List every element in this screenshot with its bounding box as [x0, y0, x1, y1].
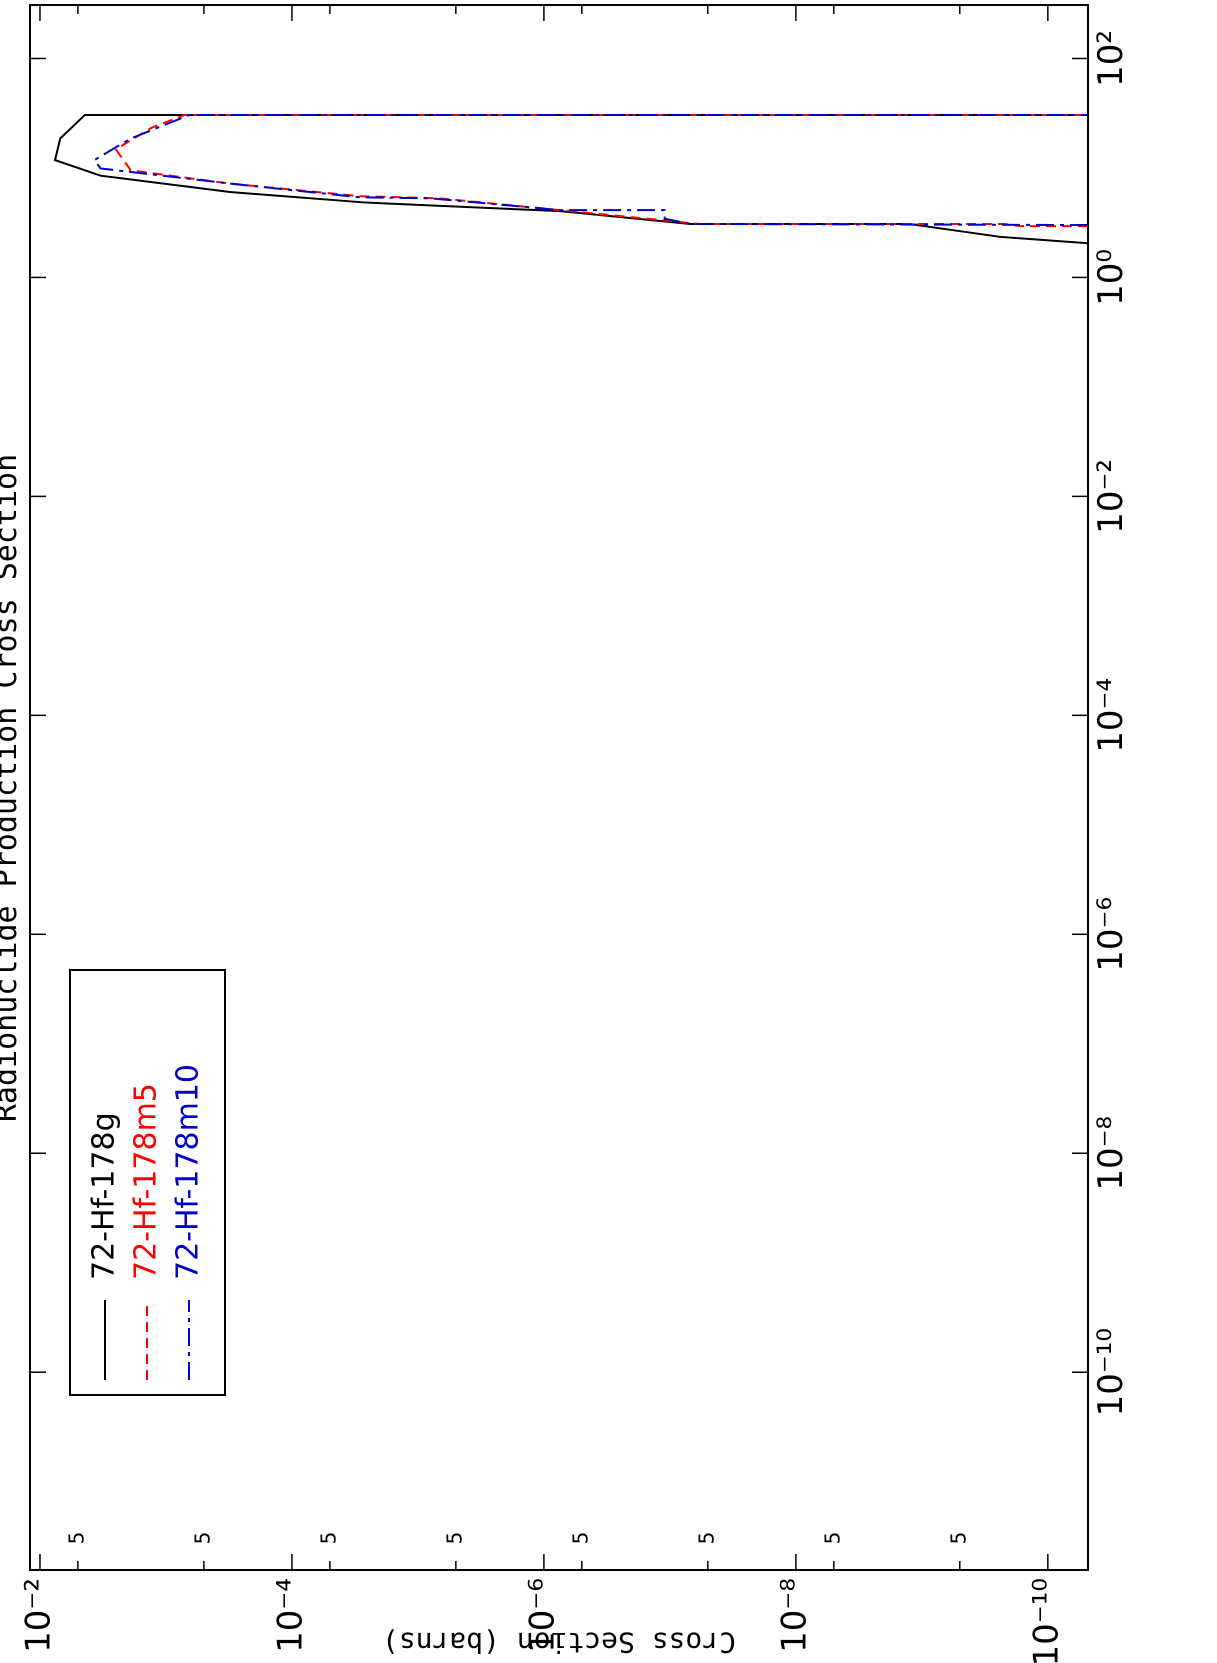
- legend-box: [69, 969, 226, 1396]
- y-minor-tick-label: 5: [442, 1532, 466, 1545]
- x-tick-label: 10⁻⁴: [1091, 678, 1131, 753]
- legend: 72-Hf-178g 72-Hf-178m5 72-Hf-178m10: [69, 969, 226, 1396]
- plot-frame: [29, 4, 1089, 1571]
- series-line: [114, 113, 1088, 228]
- rotated-chart: Radionuclide Production Cross Section Cr…: [0, 4, 1131, 1663]
- y-tick-label: 10⁻⁶: [522, 1578, 562, 1653]
- y-minor-tick-label: 5: [694, 1532, 718, 1545]
- y-tick-label: 10⁻²: [18, 1578, 58, 1653]
- x-tick-label: 10⁻⁸: [1091, 1116, 1131, 1191]
- x-tick-label: 10⁰: [1091, 249, 1131, 306]
- legend-label: 72-Hf-178m10: [171, 1064, 206, 1280]
- x-tick-label: 10⁻¹⁰: [1091, 1328, 1131, 1416]
- y-minor-tick-label: 5: [820, 1532, 844, 1545]
- legend-label: 72-Hf-178m5: [129, 1083, 164, 1280]
- x-tick-label: 10⁻²: [1091, 459, 1131, 534]
- plot-area: [53, 113, 1088, 245]
- y-axis-title: Cross Section (barns): [382, 1626, 736, 1659]
- series-line: [92, 113, 1088, 227]
- y-tick-label: 10⁻⁴: [270, 1578, 310, 1653]
- y-tick-label: 10⁻¹⁰: [1026, 1578, 1066, 1663]
- y-minor-tick-label: 5: [64, 1532, 88, 1545]
- y-minor-tick-label: 5: [316, 1532, 340, 1545]
- y-minor-tick-label: 5: [190, 1532, 214, 1545]
- y-minor-tick-label: 5: [568, 1532, 592, 1545]
- y-tick-label: 10⁻⁸: [774, 1578, 814, 1653]
- x-tick-label: 10⁻⁶: [1091, 897, 1131, 972]
- y-minor-tick-label: 5: [946, 1532, 970, 1545]
- chart-title: Radionuclide Production Cross Section: [0, 454, 24, 1122]
- legend-label: 72-Hf-178g: [87, 1112, 122, 1280]
- series-line: [53, 113, 1088, 245]
- x-tick-label: 10²: [1091, 30, 1131, 87]
